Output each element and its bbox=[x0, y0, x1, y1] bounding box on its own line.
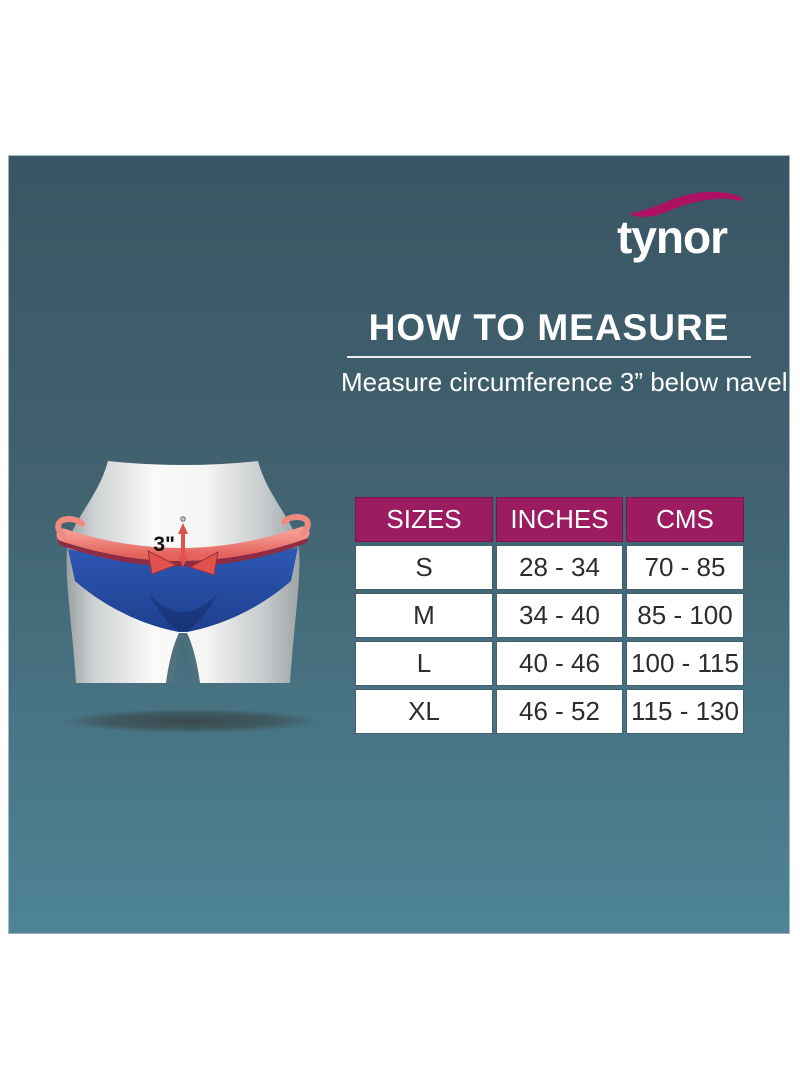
band-arrow-left bbox=[147, 550, 178, 575]
figure-shadow bbox=[63, 709, 319, 733]
navel-dot bbox=[180, 516, 186, 522]
heading-block: HOW TO MEASURE Measure circumference 3” … bbox=[341, 307, 788, 398]
inner-thigh-shading bbox=[166, 633, 184, 683]
logo-swoosh-icon bbox=[628, 191, 743, 217]
inner-thigh-shading bbox=[182, 633, 200, 683]
brand-name: tynor bbox=[617, 211, 728, 263]
size-table-header-cms: CMS bbox=[626, 497, 744, 542]
size-cell: M bbox=[355, 593, 493, 638]
size-cell: XL bbox=[355, 689, 493, 734]
size-table: SIZES INCHES CMS S 28 - 34 70 - 85 M 34 … bbox=[355, 497, 744, 734]
cms-cell: 85 - 100 bbox=[626, 593, 744, 638]
brand-logo: tynor bbox=[617, 186, 767, 260]
cms-cell: 115 - 130 bbox=[626, 689, 744, 734]
inches-cell: 46 - 52 bbox=[496, 689, 623, 734]
measuring-band-curl-left bbox=[55, 515, 85, 538]
inches-cell: 28 - 34 bbox=[496, 545, 623, 590]
cms-cell: 70 - 85 bbox=[626, 545, 744, 590]
size-cell: S bbox=[355, 545, 493, 590]
page-subtitle: Measure circumference 3” below navel bbox=[341, 367, 788, 397]
title-underline bbox=[347, 356, 751, 358]
underwear bbox=[68, 547, 298, 632]
measure-annotation: 3" bbox=[153, 533, 175, 556]
size-table-header-inches: INCHES bbox=[496, 497, 623, 542]
cms-cell: 100 - 115 bbox=[626, 641, 744, 686]
inches-cell: 34 - 40 bbox=[496, 593, 623, 638]
underwear-shading bbox=[148, 593, 218, 631]
teal-panel: tynor HOW TO MEASURE Measure circumferen… bbox=[8, 155, 790, 934]
size-table-header-sizes: SIZES bbox=[355, 497, 493, 542]
measuring-band-curl-right bbox=[281, 513, 311, 536]
page-title: HOW TO MEASURE bbox=[368, 307, 730, 348]
measurement-illustration: 3" bbox=[55, 461, 319, 733]
band-arrow-right bbox=[188, 551, 219, 576]
measure-arrow bbox=[178, 523, 188, 567]
inches-cell: 40 - 46 bbox=[496, 641, 623, 686]
size-cell: L bbox=[355, 641, 493, 686]
